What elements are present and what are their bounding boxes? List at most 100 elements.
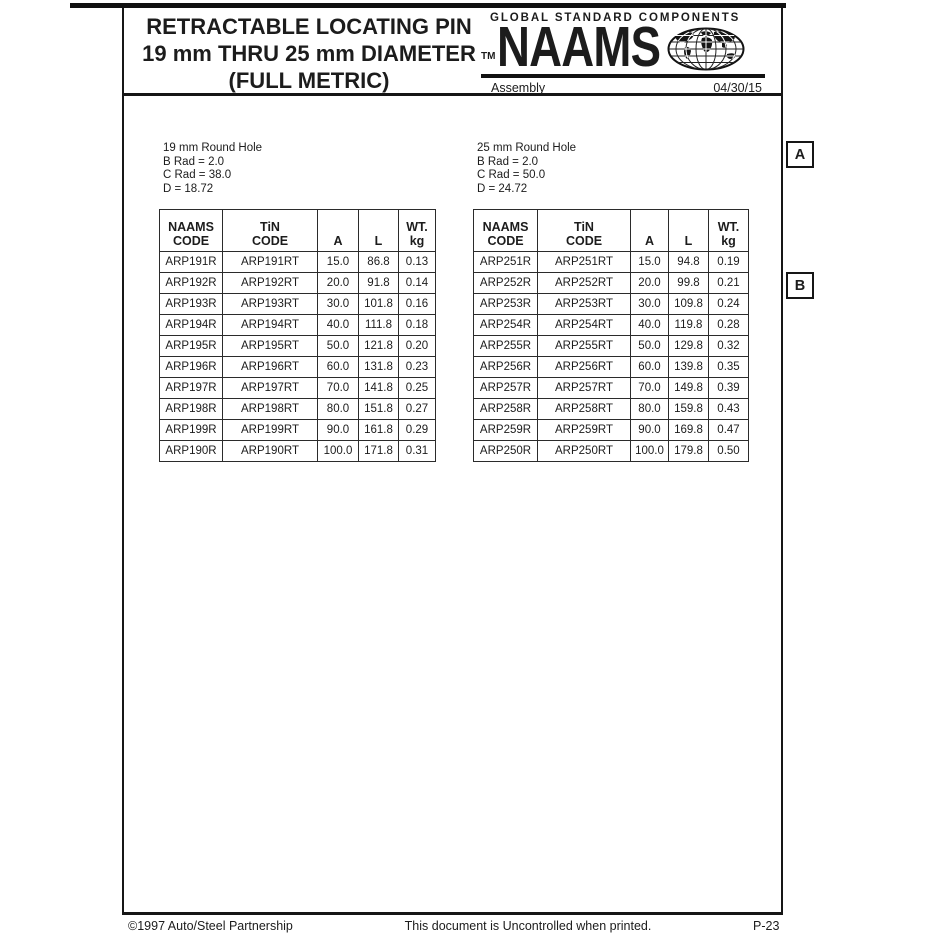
cell: 0.19 (708, 251, 749, 273)
cell: ARP259RT (537, 419, 631, 441)
table-row: ARP190R ARP190RT 100.0 171.8 0.31 (159, 440, 436, 462)
cell: ARP256R (473, 356, 538, 378)
cell: ARP192R (159, 272, 223, 294)
table-row: ARP197R ARP197RT 70.0 141.8 0.25 (159, 377, 436, 399)
cell: 161.8 (358, 419, 399, 441)
cell: 70.0 (630, 377, 669, 399)
notes-19mm: 19 mm Round Hole B Rad = 2.0 C Rad = 38.… (163, 142, 262, 196)
table-row: ARP254R ARP254RT 40.0 119.8 0.28 (473, 314, 749, 336)
cell: ARP252RT (537, 272, 631, 294)
cell: ARP257RT (537, 377, 631, 399)
table-row: ARP192R ARP192RT 20.0 91.8 0.14 (159, 272, 436, 294)
cell: 0.20 (398, 335, 436, 357)
spec-table: NAAMS CODE TiN CODE A L WT. kg ARP191R ARP191RT 15… (159, 209, 436, 462)
cell: ARP191RT (222, 251, 318, 273)
logo-subrow: Assembly 04/30/15 (481, 78, 765, 95)
cell: 20.0 (317, 272, 359, 294)
cell: 141.8 (358, 377, 399, 399)
cell: ARP195RT (222, 335, 318, 357)
header-cell: WT. kg (708, 209, 749, 252)
cell: 0.14 (398, 272, 436, 294)
cell: 169.8 (668, 419, 709, 441)
brand-rule (481, 74, 765, 78)
globe-icon (667, 27, 745, 71)
top-rule (70, 3, 786, 8)
cell: 111.8 (358, 314, 399, 336)
header-cell: A (630, 209, 669, 252)
note-line: D = 24.72 (477, 182, 528, 195)
table-row: ARP253R ARP253RT 30.0 109.8 0.24 (473, 293, 749, 315)
cell: 60.0 (317, 356, 359, 378)
cell: 15.0 (317, 251, 359, 273)
cell: 70.0 (317, 377, 359, 399)
cell: 131.8 (358, 356, 399, 378)
table-row: ARP250R ARP250RT 100.0 179.8 0.50 (473, 440, 749, 462)
note-line: B Rad = 2.0 (163, 155, 225, 168)
note-line: C Rad = 50.0 (477, 169, 546, 181)
header-cell: L (358, 209, 399, 252)
naams-logo-block: GLOBAL STANDARD COMPONENTS TM NAAMS (481, 12, 765, 95)
table-row: ARP251R ARP251RT 15.0 94.8 0.19 (473, 251, 749, 273)
cell: ARP251R (473, 251, 538, 273)
cell: 40.0 (317, 314, 359, 336)
cell: 90.0 (317, 419, 359, 441)
note-line: D = 18.72 (163, 182, 214, 195)
cell: ARP196RT (222, 356, 318, 378)
spec-table-25mm: NAAMS CODE TiN CODE A L WT. kg ARP251R ARP251RT 15… (473, 209, 749, 462)
cell: ARP190R (159, 440, 223, 462)
cell: 0.35 (708, 356, 749, 378)
table-row: ARP195R ARP195RT 50.0 121.8 0.20 (159, 335, 436, 357)
cell: ARP250R (473, 440, 538, 462)
category-label: Assembly (491, 81, 546, 95)
header-cell: TiN CODE (222, 209, 318, 252)
cell: 80.0 (317, 398, 359, 420)
cell: ARP197R (159, 377, 223, 399)
table-row: ARP259R ARP259RT 90.0 169.8 0.47 (473, 419, 749, 441)
cell: 0.29 (398, 419, 436, 441)
table-row: ARP257R ARP257RT 70.0 149.8 0.39 (473, 377, 749, 399)
cell: 171.8 (358, 440, 399, 462)
cell: 0.28 (708, 314, 749, 336)
cell: ARP254RT (537, 314, 631, 336)
cell: 60.0 (630, 356, 669, 378)
cell: ARP198R (159, 398, 223, 420)
zone-label-a: A (786, 141, 814, 168)
cell: ARP255R (473, 335, 538, 357)
cell: ARP193R (159, 293, 223, 315)
cell: ARP196R (159, 356, 223, 378)
footer-copyright: ©1997 Auto/Steel Partnership (128, 919, 293, 933)
spec-table: NAAMS CODE TiN CODE A L WT. kg ARP251R ARP251RT 15… (473, 209, 749, 462)
cell: ARP253R (473, 293, 538, 315)
cell: 0.16 (398, 293, 436, 315)
cell: 100.0 (630, 440, 669, 462)
cell: 94.8 (668, 251, 709, 273)
note-line: 19 mm Round Hole (163, 142, 263, 154)
cell: ARP254R (473, 314, 538, 336)
cell: 121.8 (358, 335, 399, 357)
cell: ARP193RT (222, 293, 318, 315)
cell: 80.0 (630, 398, 669, 420)
header-cell: TiN CODE (537, 209, 631, 252)
brand-row: TM NAAMS (481, 18, 765, 76)
cell: 0.47 (708, 419, 749, 441)
table-row: ARP199R ARP199RT 90.0 161.8 0.29 (159, 419, 436, 441)
table-row: ARP256R ARP256RT 60.0 139.8 0.35 (473, 356, 749, 378)
trademark-symbol: TM (481, 51, 496, 62)
table-row: ARP196R ARP196RT 60.0 131.8 0.23 (159, 356, 436, 378)
cell: ARP258RT (537, 398, 631, 420)
cell: 139.8 (668, 356, 709, 378)
title-line-3: (FULL METRIC) (228, 68, 390, 93)
page-title: RETRACTABLE LOCATING PIN 19 mm THRU 25 m… (132, 13, 486, 94)
cell: 30.0 (630, 293, 669, 315)
cell: 20.0 (630, 272, 669, 294)
cell: 30.0 (317, 293, 359, 315)
cell: ARP192RT (222, 272, 318, 294)
spec-table-19mm: NAAMS CODE TiN CODE A L WT. kg ARP191R ARP191RT 15… (159, 209, 436, 462)
title-line-2: 19 mm THRU 25 mm DIAMETER (142, 41, 476, 66)
cell: 129.8 (668, 335, 709, 357)
header-cell: WT. kg (398, 209, 436, 252)
table-row: ARP191R ARP191RT 15.0 86.8 0.13 (159, 251, 436, 273)
revision-date: 04/30/15 (713, 81, 762, 95)
header-cell: NAAMS CODE (473, 209, 538, 252)
cell: 151.8 (358, 398, 399, 420)
